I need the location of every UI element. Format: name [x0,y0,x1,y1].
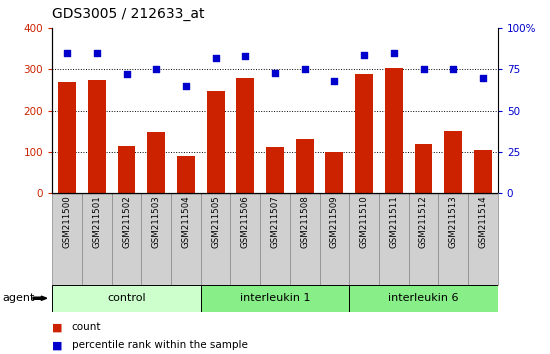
Bar [266,147,284,193]
Bar [230,193,260,285]
Text: GSM211503: GSM211503 [152,196,161,249]
Bar [349,193,379,285]
Text: count: count [72,322,101,332]
Bar [290,193,320,285]
Bar [52,285,201,312]
Bar [58,82,76,193]
Point [182,83,190,89]
Text: GSM211506: GSM211506 [241,196,250,249]
Text: GSM211512: GSM211512 [419,196,428,249]
Point [478,75,487,81]
Point [122,72,131,77]
Text: agent: agent [3,293,35,303]
Text: GSM211511: GSM211511 [389,196,398,249]
Bar [296,139,314,193]
Point [389,50,398,56]
Bar [379,193,409,285]
Point [92,50,101,56]
Bar [444,131,462,193]
Text: GSM211513: GSM211513 [449,196,458,249]
Bar [141,193,171,285]
Bar [112,193,141,285]
Bar [438,193,468,285]
Bar [415,144,432,193]
Text: GSM211509: GSM211509 [330,196,339,248]
Bar [349,285,498,312]
Text: GDS3005 / 212633_at: GDS3005 / 212633_at [52,7,205,21]
Bar [355,74,373,193]
Bar [260,193,290,285]
Bar [147,132,165,193]
Bar [201,285,349,312]
Text: GSM211505: GSM211505 [211,196,220,249]
Point [211,55,220,61]
Text: GSM211507: GSM211507 [271,196,279,249]
Text: percentile rank within the sample: percentile rank within the sample [72,340,248,350]
Bar [326,152,343,193]
Text: GSM211501: GSM211501 [92,196,101,249]
Text: GSM211508: GSM211508 [300,196,309,249]
Bar [385,68,403,193]
Point [300,67,309,72]
Bar [52,193,82,285]
Text: control: control [107,293,146,303]
Bar [207,91,224,193]
Bar [409,193,438,285]
Bar [88,80,106,193]
Text: GSM211502: GSM211502 [122,196,131,249]
Text: ■: ■ [52,322,63,332]
Bar [474,150,492,193]
Text: interleukin 1: interleukin 1 [240,293,310,303]
Point [271,70,279,76]
Point [330,78,339,84]
Text: GSM211510: GSM211510 [360,196,368,249]
Point [152,67,161,72]
Bar [82,193,112,285]
Bar [118,147,135,193]
Bar [177,156,195,193]
Text: ■: ■ [52,340,63,350]
Text: GSM211514: GSM211514 [478,196,487,249]
Text: GSM211500: GSM211500 [63,196,72,249]
Bar [236,78,254,193]
Bar [171,193,201,285]
Point [449,67,458,72]
Bar [468,193,498,285]
Text: interleukin 6: interleukin 6 [388,293,459,303]
Point [419,67,428,72]
Bar [201,193,230,285]
Bar [320,193,349,285]
Point [360,52,368,57]
Text: GSM211504: GSM211504 [182,196,190,249]
Point [63,50,72,56]
Point [241,53,250,59]
